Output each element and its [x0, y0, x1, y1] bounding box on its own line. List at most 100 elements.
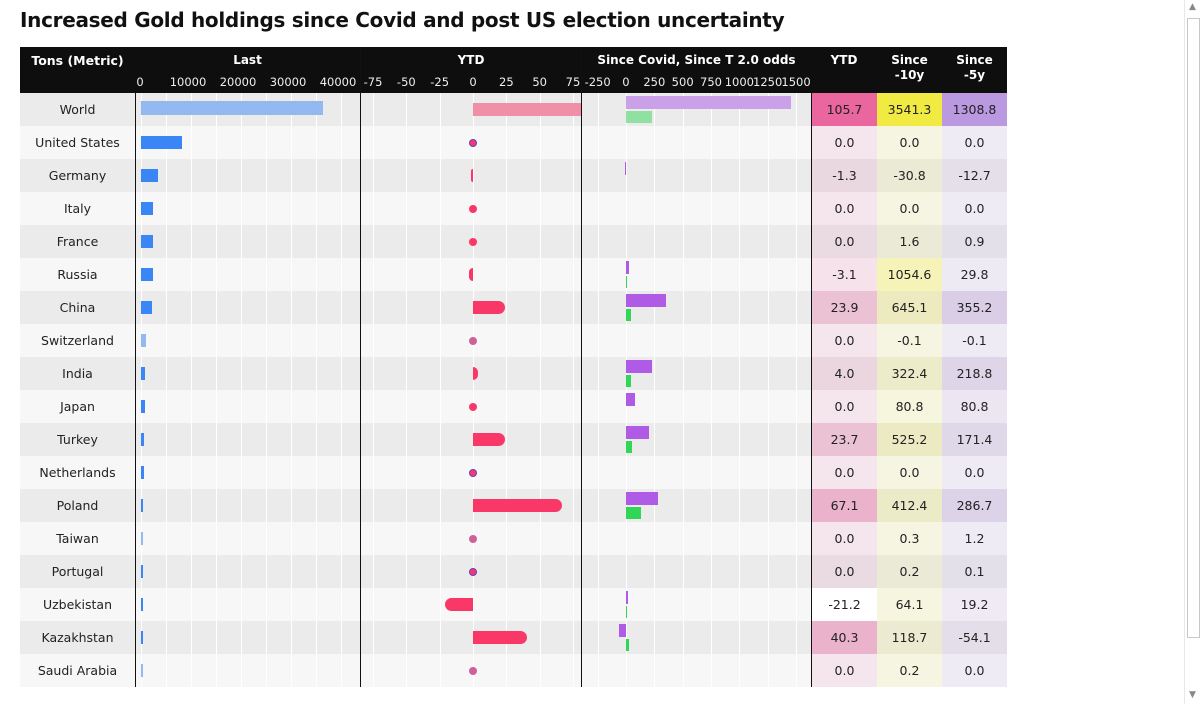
ytd-bar-cell [360, 192, 581, 225]
gridline [597, 621, 599, 654]
gridline [406, 654, 408, 687]
gridline [682, 126, 684, 159]
gridline [291, 522, 292, 555]
table-row: France 0.0 1.6 0.9 [20, 225, 1007, 258]
gridline [597, 258, 599, 291]
gridline [767, 456, 769, 489]
axis-tick-label: 1500 [781, 75, 811, 89]
gridline [241, 357, 242, 390]
gridline [191, 258, 192, 291]
gridline [191, 555, 192, 588]
gridline [573, 654, 574, 687]
gridline [539, 555, 541, 588]
ytd-bar-cell [360, 357, 581, 390]
ytd-zero-dot [469, 666, 477, 675]
vertical-scrollbar[interactable]: ▲ ▼ [1184, 0, 1201, 704]
last-bar-cell [135, 192, 360, 225]
covid-bar-cell [581, 489, 811, 522]
axis-tick-label: -75 [363, 75, 383, 89]
gridline [439, 126, 441, 159]
gridline [191, 291, 192, 324]
gridline [739, 588, 741, 621]
gridline [710, 423, 712, 456]
gridline [597, 654, 599, 687]
gridline [682, 621, 684, 654]
gridline [241, 126, 242, 159]
scroll-up-icon[interactable]: ▲ [1189, 2, 1196, 12]
gridline [682, 522, 684, 555]
country-name: India [62, 366, 93, 381]
gridline [573, 192, 574, 225]
value-cell-y5: -12.7 [942, 159, 1007, 192]
gridline [406, 192, 408, 225]
gridline [573, 555, 574, 588]
last-bar [141, 367, 146, 380]
gridline [625, 621, 627, 654]
gridline [625, 390, 627, 423]
value-cell-y10: 0.2 [877, 654, 942, 687]
last-bar [141, 301, 153, 314]
gridline [266, 390, 267, 423]
gridline [191, 621, 192, 654]
axis-tick-label: 50 [532, 75, 547, 89]
gridline [625, 93, 627, 126]
value-cell-y5: 0.0 [942, 456, 1007, 489]
gridline [266, 588, 267, 621]
gridline [739, 390, 741, 423]
last-bar-cell [135, 324, 360, 357]
gridline [506, 456, 508, 489]
gridline [710, 522, 712, 555]
gridline [341, 456, 342, 489]
gridline [439, 324, 441, 357]
gridline [341, 324, 342, 357]
gridline [767, 522, 769, 555]
value-cell-ytd: 105.7 [811, 93, 877, 126]
since-covid-bar [619, 624, 626, 637]
last-bar [141, 466, 145, 479]
gridline [341, 390, 342, 423]
gridline [710, 126, 712, 159]
axis-tick-label: 1250 [753, 75, 783, 89]
gridline [316, 126, 317, 159]
country-name: Italy [63, 201, 92, 216]
gridline [439, 192, 441, 225]
gridline [625, 291, 627, 324]
ytd-zero-dot [469, 336, 477, 345]
header-since-10y-l2: -10y [894, 68, 925, 82]
value-cell-ytd: 0.0 [811, 456, 877, 489]
country-name: Taiwan [56, 531, 99, 546]
gridline [291, 159, 292, 192]
axis-tick-label: 30000 [269, 75, 307, 89]
since-covid-bar [625, 393, 636, 406]
table-row: Saudi Arabia 0.0 0.2 0.0 [20, 654, 1007, 687]
gridline [796, 225, 798, 258]
gridline [539, 258, 541, 291]
value-cell-y10: 0.3 [877, 522, 942, 555]
gridline [216, 225, 217, 258]
last-bar [141, 499, 144, 512]
header-table-ytd: YTD [811, 47, 877, 93]
gridline [291, 621, 292, 654]
gridline [241, 555, 242, 588]
gridline [625, 357, 627, 390]
covid-bar-cell [581, 159, 811, 192]
gridline [439, 258, 441, 291]
gridline [625, 258, 627, 291]
value-cell-y5: 218.8 [942, 357, 1007, 390]
country-name: Netherlands [39, 465, 116, 480]
ytd-bar-cell [360, 258, 581, 291]
gridline [682, 324, 684, 357]
gridline [341, 588, 342, 621]
gridline [166, 192, 167, 225]
gridline [166, 423, 167, 456]
since-covid-bar [624, 162, 627, 175]
gridline [654, 456, 656, 489]
scrollbar-thumb[interactable] [1187, 18, 1200, 638]
gridline [473, 258, 474, 291]
scroll-down-icon[interactable]: ▼ [1189, 690, 1196, 700]
gridline [406, 225, 408, 258]
ytd-bar [444, 598, 473, 611]
gridline [241, 456, 242, 489]
gridline [191, 126, 192, 159]
ytd-bar-cell [360, 456, 581, 489]
